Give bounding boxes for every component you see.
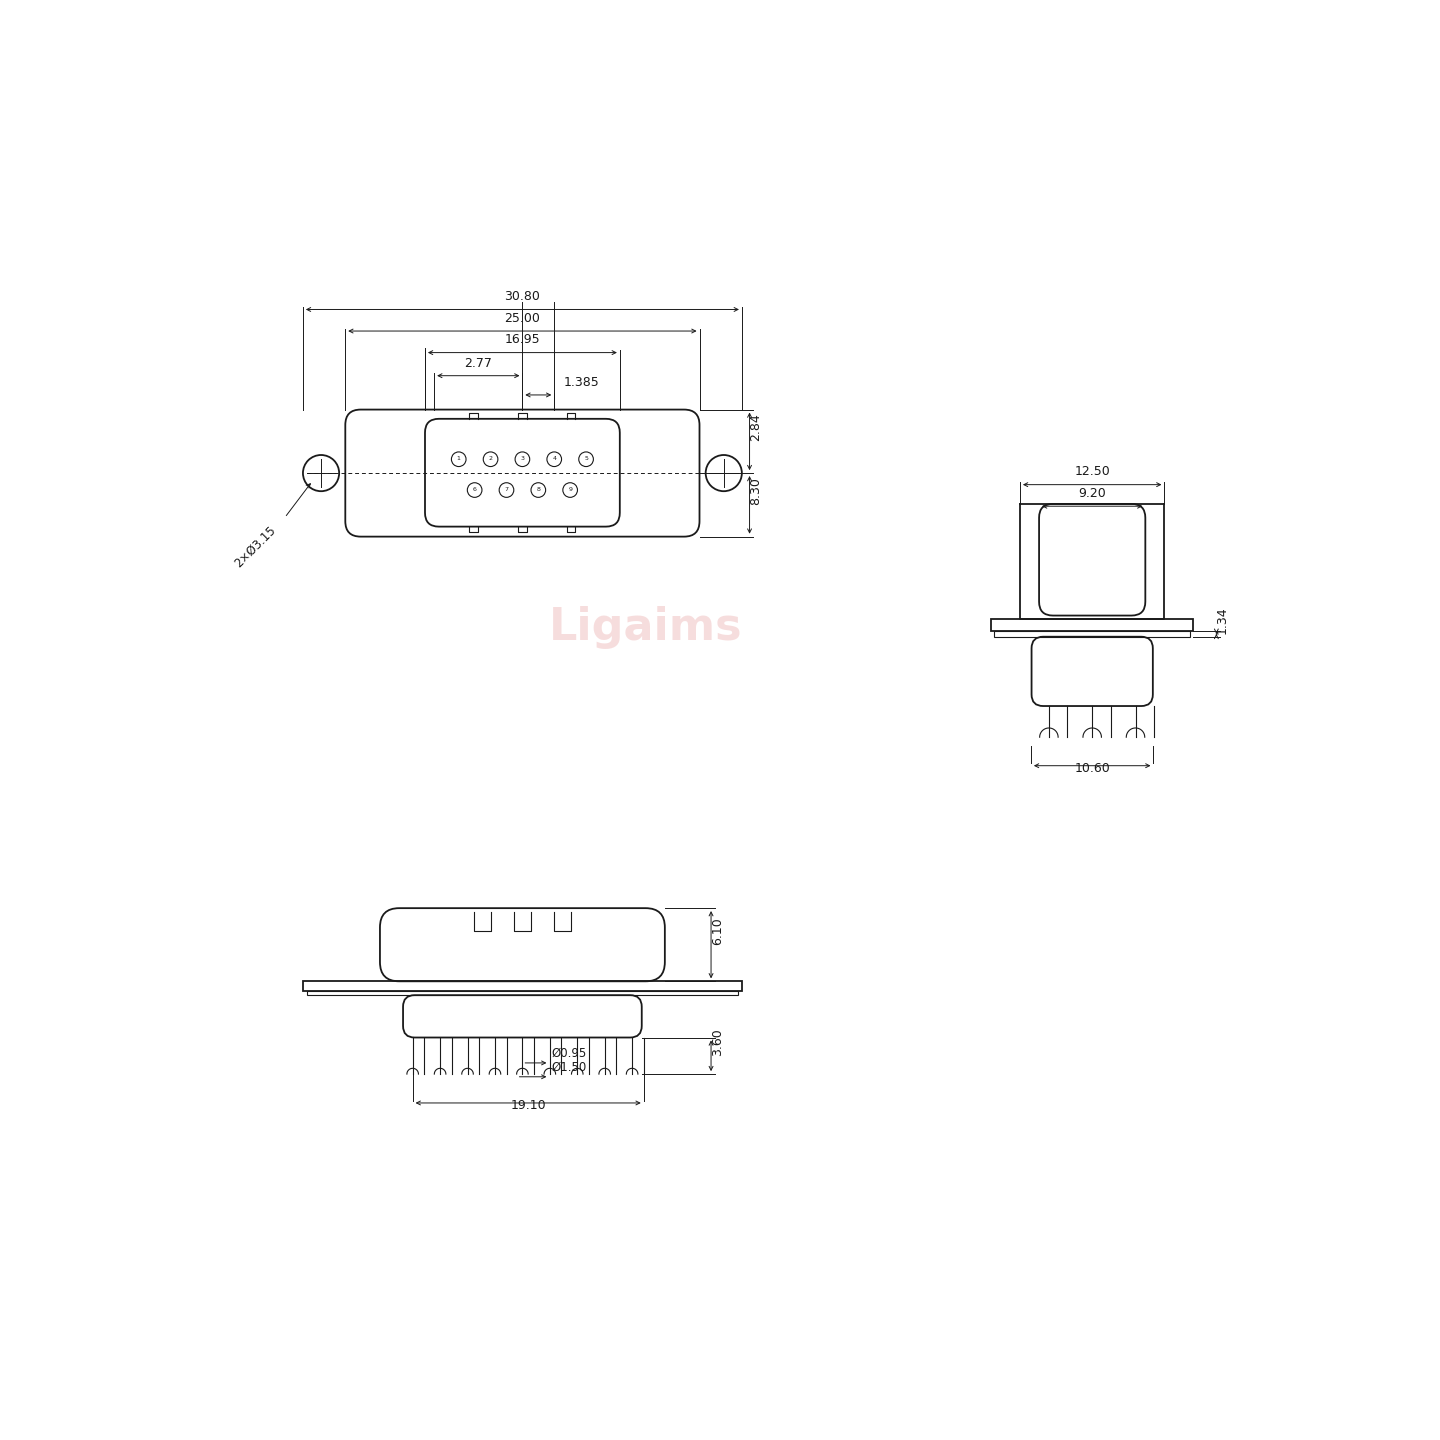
Bar	[307, 991, 737, 995]
Text: 6: 6	[472, 487, 477, 492]
Text: 6.10: 6.10	[711, 917, 724, 945]
Text: 3.60: 3.60	[711, 1028, 724, 1056]
Text: 9.20: 9.20	[1079, 487, 1106, 500]
Text: 9: 9	[569, 487, 572, 492]
Text: 1: 1	[456, 456, 461, 461]
Text: 7: 7	[504, 487, 508, 492]
Text: Ligaims: Ligaims	[549, 606, 743, 648]
Text: 4: 4	[552, 456, 556, 461]
Bar	[302, 981, 742, 991]
Text: 2.84: 2.84	[749, 413, 762, 441]
Text: 1.385: 1.385	[563, 376, 599, 389]
Text: 16.95: 16.95	[504, 334, 540, 347]
Text: 19.10: 19.10	[510, 1099, 546, 1112]
Text: 8.30: 8.30	[749, 477, 762, 505]
Text: 12.50: 12.50	[1074, 465, 1110, 478]
Text: Ø0.95: Ø0.95	[552, 1047, 588, 1060]
Text: 2×Ø3.15: 2×Ø3.15	[232, 523, 279, 570]
Text: 2.77: 2.77	[464, 357, 492, 370]
Text: Ø1.50: Ø1.50	[552, 1061, 588, 1074]
Text: 5: 5	[585, 456, 588, 461]
Text: 8: 8	[536, 487, 540, 492]
Bar	[994, 631, 1191, 636]
Text: 10.60: 10.60	[1074, 762, 1110, 775]
Text: 25.00: 25.00	[504, 312, 540, 325]
Text: 3: 3	[520, 456, 524, 461]
Text: 1.34: 1.34	[1215, 606, 1228, 634]
Text: 30.80: 30.80	[504, 291, 540, 304]
Text: 2: 2	[488, 456, 492, 461]
Bar	[991, 619, 1194, 631]
